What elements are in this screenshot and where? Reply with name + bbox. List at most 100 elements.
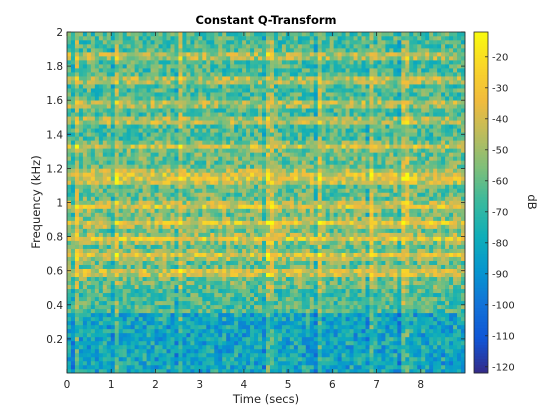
- heatmap-cell: [98, 304, 104, 310]
- heatmap-cell: [222, 248, 227, 253]
- heatmap-cell: [162, 80, 167, 85]
- heatmap-cell: [206, 164, 211, 169]
- heatmap-cell: [98, 88, 104, 93]
- heatmap-cell: [146, 136, 151, 141]
- heatmap-cell: [226, 296, 231, 302]
- heatmap-cell: [170, 312, 175, 318]
- heatmap-cell: [226, 32, 231, 37]
- heatmap-cell: [162, 108, 167, 113]
- heatmap-cell: [90, 48, 96, 53]
- heatmap-cell: [170, 344, 175, 350]
- heatmap-cell: [250, 96, 255, 101]
- heatmap-cell: [226, 292, 231, 298]
- heatmap-cell: [70, 208, 76, 213]
- heatmap-cell: [190, 112, 195, 117]
- heatmap-cell: [254, 48, 259, 53]
- heatmap-cell: [285, 108, 291, 113]
- heatmap-cell: [110, 156, 116, 161]
- heatmap-cell: [174, 64, 179, 69]
- heatmap-cell: [174, 236, 179, 241]
- heatmap-cell: [82, 348, 88, 354]
- heatmap-cell: [166, 200, 171, 205]
- heatmap-cell: [194, 240, 199, 245]
- heatmap-cell: [90, 160, 96, 165]
- heatmap-cell: [178, 236, 183, 241]
- heatmap-cell: [67, 56, 72, 61]
- heatmap-cell: [166, 280, 171, 286]
- heatmap-cell: [70, 320, 76, 326]
- heatmap-cell: [269, 332, 275, 338]
- heatmap-cell: [190, 48, 195, 53]
- heatmap-cell: [150, 280, 155, 286]
- heatmap-cell: [110, 72, 116, 77]
- heatmap-cell: [238, 340, 243, 346]
- heatmap-cell: [218, 44, 223, 49]
- heatmap-cell: [214, 252, 219, 257]
- heatmap-cell: [230, 216, 235, 221]
- heatmap-cell: [126, 96, 131, 101]
- heatmap-cell: [106, 280, 112, 286]
- heatmap-cell: [102, 340, 108, 346]
- heatmap-cell: [122, 100, 127, 105]
- heatmap-cell: [78, 160, 84, 165]
- heatmap-cell: [182, 132, 187, 137]
- heatmap-cell: [230, 312, 235, 318]
- heatmap-cell: [70, 140, 76, 145]
- heatmap-cell: [269, 120, 275, 125]
- heatmap-cell: [246, 112, 251, 117]
- heatmap-cell: [202, 204, 207, 209]
- heatmap-cell: [162, 264, 167, 269]
- heatmap-cell: [67, 292, 72, 298]
- heatmap-cell: [94, 200, 100, 205]
- heatmap-cell: [273, 152, 279, 157]
- heatmap-cell: [162, 360, 167, 366]
- heatmap-cell: [214, 260, 219, 265]
- heatmap-cell: [289, 260, 295, 265]
- heatmap-cell: [297, 324, 303, 330]
- heatmap-cell: [250, 40, 255, 45]
- heatmap-cell: [289, 284, 295, 290]
- heatmap-cell: [126, 300, 131, 306]
- heatmap-cell: [202, 96, 207, 101]
- heatmap-cell: [154, 116, 159, 121]
- heatmap-cell: [246, 256, 251, 261]
- heatmap-cell: [190, 332, 195, 338]
- heatmap-cell: [170, 112, 175, 117]
- heatmap-cell: [250, 152, 255, 157]
- heatmap-cell: [178, 204, 183, 209]
- heatmap-cell: [210, 296, 215, 302]
- heatmap-cell: [130, 32, 135, 37]
- heatmap-cell: [206, 300, 211, 306]
- heatmap-cell: [238, 144, 243, 149]
- heatmap-cell: [273, 184, 279, 189]
- heatmap-cell: [250, 124, 255, 129]
- heatmap-cell: [289, 216, 295, 221]
- heatmap-cell: [258, 52, 263, 57]
- heatmap-cell: [174, 88, 179, 93]
- heatmap-cell: [158, 96, 163, 101]
- heatmap-cell: [210, 68, 215, 73]
- heatmap-cell: [178, 284, 183, 290]
- heatmap-cell: [222, 52, 227, 57]
- heatmap-cell: [230, 128, 235, 133]
- heatmap-cell: [106, 284, 112, 290]
- heatmap-cell: [74, 280, 80, 286]
- heatmap-cell: [106, 44, 112, 49]
- heatmap-cell: [230, 308, 235, 314]
- heatmap-cell: [146, 284, 151, 290]
- heatmap-cell: [78, 188, 84, 193]
- heatmap-cell: [254, 204, 259, 209]
- heatmap-cell: [238, 296, 243, 302]
- heatmap-cell: [170, 348, 175, 354]
- heatmap-cell: [269, 96, 275, 101]
- heatmap-cell: [202, 228, 207, 233]
- heatmap-cell: [154, 260, 159, 265]
- heatmap-cell: [273, 216, 279, 221]
- heatmap-cell: [258, 264, 263, 269]
- heatmap-cell: [122, 232, 127, 237]
- heatmap-cell: [110, 80, 116, 85]
- heatmap-cell: [277, 172, 283, 177]
- heatmap-cell: [194, 92, 199, 97]
- heatmap-cell: [269, 152, 275, 157]
- heatmap-cell: [254, 164, 259, 169]
